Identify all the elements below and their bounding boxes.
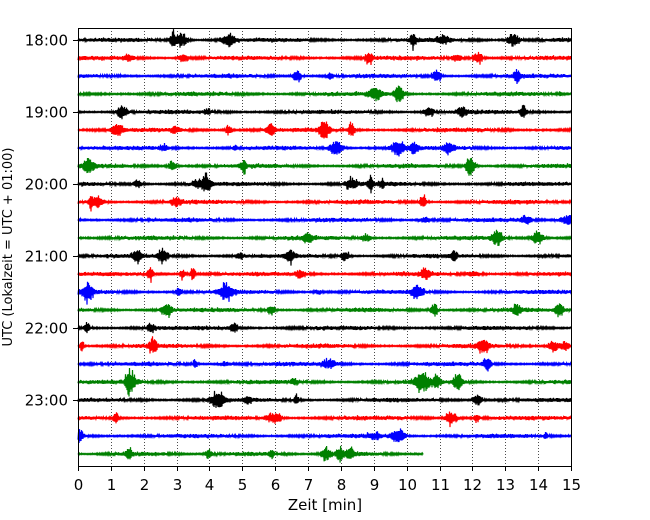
x-tick-label: 10 <box>398 476 417 494</box>
vertical-grid <box>111 28 539 466</box>
y-tick-label: 20:00 <box>25 176 68 194</box>
seismic-trace <box>77 336 572 354</box>
plot-frame <box>78 28 572 467</box>
x-tick-label: 7 <box>304 476 314 494</box>
seismic-trace <box>77 141 572 157</box>
y-tick-label: 22:00 <box>25 320 68 338</box>
seismic-trace <box>77 281 572 305</box>
seismic-trace <box>77 85 572 103</box>
seismic-trace <box>77 428 572 444</box>
trace-group <box>77 29 572 463</box>
x-tick-label: 5 <box>238 476 248 494</box>
seismic-trace <box>77 194 572 212</box>
y-tick-label: 19:00 <box>25 104 68 122</box>
seismic-trace <box>77 172 572 194</box>
x-tick-label: 11 <box>431 476 450 494</box>
x-tick-label: 2 <box>140 476 150 494</box>
x-tick-label: 8 <box>337 476 347 494</box>
y-axis-ticks: 18:00 19:00 20:00 21:00 22:00 23:00 <box>25 32 78 410</box>
x-axis-ticks: 0 1 2 3 4 5 6 7 8 9 10 11 12 13 14 15 <box>74 466 581 494</box>
seismic-trace <box>77 390 572 408</box>
y-tick-label: 18:00 <box>25 32 68 50</box>
seismic-trace <box>77 445 424 463</box>
seismic-trace <box>77 51 572 66</box>
seismic-trace <box>77 157 572 176</box>
seismic-trace <box>77 121 572 139</box>
seismic-trace <box>77 367 572 397</box>
seismic-trace <box>77 214 572 225</box>
seismic-trace <box>77 69 572 84</box>
x-tick-label: 9 <box>370 476 380 494</box>
seismic-trace <box>77 321 572 334</box>
seismic-trace <box>77 104 572 120</box>
x-tick-label: 6 <box>271 476 281 494</box>
y-axis-label: UTC (Lokalzeit = UTC + 01:00) <box>1 148 16 347</box>
x-tick-label: 13 <box>496 476 515 494</box>
x-tick-label: 12 <box>463 476 482 494</box>
seismic-trace <box>77 267 572 283</box>
x-tick-label: 1 <box>107 476 117 494</box>
x-tick-label: 4 <box>205 476 215 494</box>
seismic-trace <box>77 357 572 372</box>
seismic-trace <box>77 29 572 51</box>
x-tick-label: 0 <box>74 476 84 494</box>
seismic-trace <box>77 303 572 319</box>
y-tick-label: 23:00 <box>25 392 68 410</box>
x-tick-label: 15 <box>562 476 581 494</box>
seismic-trace <box>77 411 572 428</box>
seismic-trace <box>77 229 572 247</box>
seismic-trace <box>77 247 572 266</box>
x-tick-label: 3 <box>173 476 183 494</box>
y-tick-label: 21:00 <box>25 248 68 266</box>
x-tick-label: 14 <box>529 476 548 494</box>
x-axis-label: Zeit [min] <box>288 496 362 514</box>
